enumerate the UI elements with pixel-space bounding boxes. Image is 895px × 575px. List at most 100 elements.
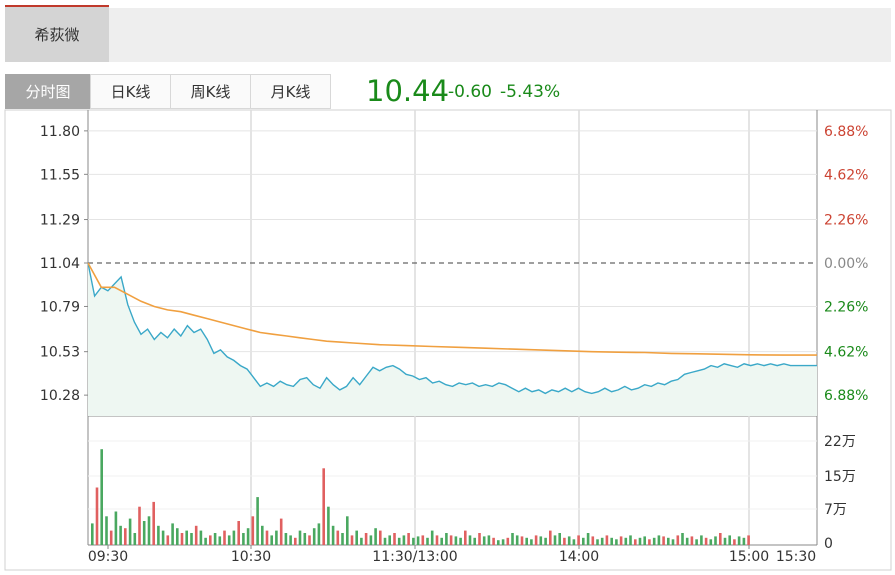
stock-name-tab[interactable]: 希荻微 — [5, 5, 109, 62]
volume-bar — [161, 530, 165, 545]
volume-bar — [629, 535, 632, 545]
volume-bar — [648, 539, 651, 546]
volume-bar — [95, 487, 99, 545]
volume-tick-label: 22万 — [824, 434, 856, 450]
volume-bar — [709, 539, 713, 546]
volume-bar — [407, 533, 410, 545]
volume-bar — [700, 535, 703, 545]
volume-bar — [553, 535, 557, 545]
volume-bar — [147, 516, 151, 546]
volume-bar — [747, 535, 750, 545]
price-tick-label: 11.04 — [40, 256, 80, 272]
volume-bar — [539, 536, 543, 545]
volume-bar — [275, 530, 278, 545]
volume-bar — [572, 539, 576, 546]
volume-bar — [615, 539, 618, 546]
price-tick-label: 11.80 — [40, 124, 80, 140]
volume-bar — [511, 533, 514, 545]
volume-bar — [435, 535, 439, 545]
chart-tabs: 分时图 日K线 周K线 月K线 — [5, 74, 331, 109]
volume-bar — [346, 516, 349, 546]
volume-bar — [567, 536, 571, 545]
volume-bar — [180, 533, 184, 545]
volume-bar — [482, 536, 486, 545]
volume-bar — [624, 537, 628, 545]
volume-bar — [610, 537, 613, 545]
tab-intraday[interactable]: 分时图 — [5, 74, 91, 109]
volume-bar — [105, 516, 108, 546]
volume-bar — [213, 533, 217, 545]
tab-monthly-k[interactable]: 月K线 — [250, 74, 331, 109]
volume-bar — [662, 536, 665, 545]
volume-bar — [91, 523, 94, 545]
price-area — [88, 263, 817, 416]
tab-weekly-k[interactable]: 周K线 — [170, 74, 251, 109]
volume-bar — [671, 539, 675, 546]
volume-bar — [719, 533, 722, 545]
pct-tick-label: 6.88% — [824, 388, 868, 404]
volume-bar — [331, 525, 335, 545]
volume-bar — [294, 537, 297, 545]
volume-bar — [265, 530, 269, 545]
volume-bar — [393, 533, 396, 545]
volume-bar — [312, 528, 316, 545]
price-tick-label: 10.28 — [40, 388, 80, 404]
volume-bar — [657, 535, 661, 545]
volume-bar — [270, 535, 273, 545]
volume-bar — [369, 535, 373, 545]
pct-tick-label: 6.88% — [824, 124, 868, 140]
volume-bar — [421, 535, 425, 545]
volume-bar — [586, 533, 590, 545]
volume-bar — [388, 535, 391, 545]
time-tick-label: 10:30 — [231, 549, 271, 565]
volume-bar — [218, 536, 222, 545]
chart-border — [4, 109, 892, 571]
volume-bar — [426, 537, 429, 545]
volume-bar — [506, 537, 510, 545]
volume-tick-label: 15万 — [824, 469, 856, 485]
volume-bar — [171, 523, 174, 545]
volume-bar — [237, 521, 240, 545]
volume-bar — [284, 533, 288, 545]
volume-bar — [723, 537, 727, 545]
volume-bar — [232, 530, 236, 545]
volume-bar — [473, 537, 476, 545]
volume-bar — [577, 535, 580, 545]
volume-bar — [128, 518, 132, 545]
volume-bar — [190, 533, 193, 545]
volume-bar — [289, 535, 292, 545]
volume-bar — [176, 528, 179, 545]
time-tick-label: 09:30 — [88, 549, 128, 565]
volume-bar — [695, 539, 698, 546]
volume-bar — [412, 537, 415, 545]
volume-bar — [327, 506, 330, 545]
volume-bar — [468, 535, 472, 545]
price-change-pct: -5.43% — [500, 82, 561, 102]
volume-bar — [445, 533, 448, 545]
volume-bar — [652, 537, 656, 545]
volume-bar — [157, 525, 160, 545]
volume-bar — [242, 533, 245, 545]
volume-bar — [685, 537, 689, 545]
volume-bar — [619, 536, 623, 545]
volume-tick-label: 0 — [824, 536, 833, 552]
volume-bar — [364, 533, 368, 545]
volume-bar — [737, 536, 741, 545]
volume-bar — [667, 537, 670, 545]
volume-bar — [549, 530, 552, 545]
volume-bar — [515, 535, 519, 545]
volume-bar — [676, 535, 680, 545]
volume-bar — [520, 536, 524, 545]
volume-tick-label: 7万 — [824, 502, 847, 518]
volume-bar — [166, 535, 170, 545]
average-line — [87, 262, 817, 356]
volume-bar — [638, 537, 642, 545]
volume-bar — [227, 535, 231, 545]
volume-bar — [643, 536, 646, 545]
volume-bar — [596, 539, 599, 546]
volume-bar — [525, 537, 528, 545]
current-price: 10.44 — [366, 74, 450, 108]
volume-bar — [416, 536, 420, 545]
volume-bar — [383, 537, 387, 545]
